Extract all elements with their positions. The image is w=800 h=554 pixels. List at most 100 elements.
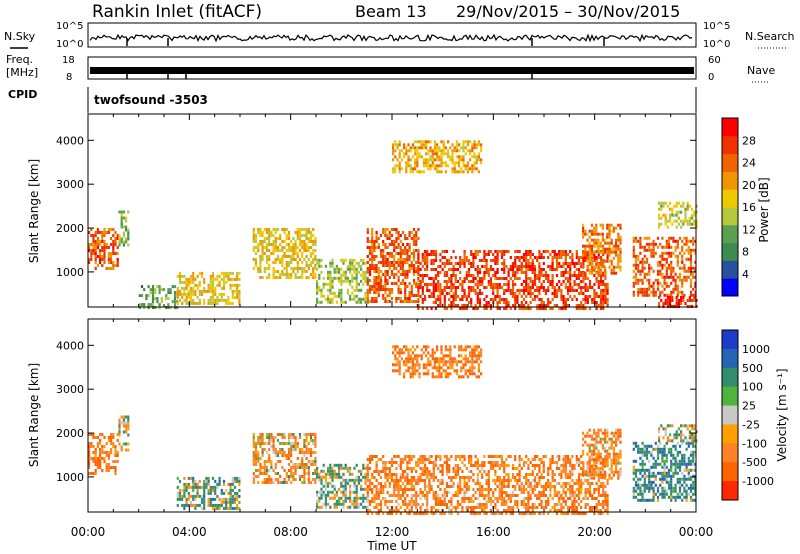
heatmap-cell [658,207,661,211]
heatmap-cell [562,301,565,304]
heatmap-cell [342,502,345,506]
heatmap-cell [305,246,308,249]
heatmap-cell [480,143,483,147]
heatmap-cell [617,265,620,269]
heatmap-cell [445,506,449,509]
heatmap-cell [522,259,526,262]
heatmap-cell [314,267,317,270]
heatmap-cell [211,295,215,299]
heatmap-cell [112,228,115,231]
heatmap-cell [187,497,190,501]
heatmap-cell [270,436,273,439]
heatmap-cell [393,261,396,264]
heatmap-cell [395,246,398,249]
heatmap-cell [99,258,102,261]
heatmap-cell [494,479,497,482]
heatmap-cell [656,236,660,240]
heatmap-cell [410,503,413,506]
heatmap-cell [558,280,561,283]
heatmap-cell [397,464,400,467]
heatmap-cell [415,464,418,467]
heatmap-cell [236,506,239,510]
heatmap-cell [426,458,429,461]
heatmap-cell [452,295,455,298]
heatmap-cell [428,295,431,298]
heatmap-cell [522,292,526,295]
heatmap-cell [507,250,510,253]
heatmap-cell [407,164,410,168]
heatmap-cell [281,451,284,454]
heatmap-cell [478,250,482,253]
heatmap-cell [259,442,262,445]
heatmap-cell [296,445,299,448]
heatmap-cell [509,256,512,259]
heatmap-cell [459,298,462,301]
heatmap-cell [415,494,418,497]
heatmap-cell [417,265,420,268]
heatmap-cell [298,267,302,270]
heatmap-cell [90,445,93,448]
heatmap-cell [357,270,360,274]
heatmap-cell [364,481,367,485]
heatmap-cell [531,262,534,265]
heatmap-cell [294,267,297,270]
heatmap-cell [401,470,405,473]
heatmap-cell [118,210,121,214]
heatmap-cell [463,292,466,295]
heatmap-cell [105,469,108,472]
heatmap-cell [525,479,528,482]
heatmap-cell [666,302,669,305]
heatmap-cell [395,476,398,479]
heatmap-cell [407,155,410,159]
heatmap-cell [489,464,493,467]
heatmap-cell [641,266,644,270]
heatmap-cell [516,482,519,485]
velocity-heatmap-data [88,345,698,515]
heatmap-cell [439,488,442,491]
heatmap-cell [401,461,405,464]
heatmap-cell [586,259,589,263]
heatmap-cell [96,246,99,249]
heatmap-cell [472,512,475,515]
heatmap-cell [676,242,679,246]
heatmap-cell [388,470,391,473]
heatmap-cell [604,298,607,301]
heatmap-cell [593,229,596,233]
heatmap-cell [254,451,258,454]
heatmap-cell [669,201,672,205]
heatmap-cell [346,505,349,509]
heatmap-cell [340,300,343,304]
heatmap-cell [562,470,565,473]
heatmap-cell [384,461,387,464]
heatmap-cell [296,234,299,237]
heatmap-cell [549,488,552,491]
heatmap-cell [329,496,332,500]
heatmap-cell [681,284,684,288]
heatmap-cell [689,278,693,282]
heatmap-cell [312,258,315,261]
heatmap-cell [388,267,391,270]
heatmap-cell [494,271,497,274]
heatmap-cell [419,497,422,500]
heatmap-cell [582,265,585,269]
heatmap-cell [307,475,310,478]
heatmap-cell [281,442,284,445]
heatmap-cell [474,464,477,467]
heatmap-cell [122,421,125,425]
heatmap-cell [498,301,501,304]
heatmap-cell [421,307,424,310]
heatmap-cell [101,231,104,234]
heatmap-cell [272,252,275,255]
heatmap-cell [392,143,395,147]
heatmap-cell [525,253,528,256]
heatmap-cell [511,280,515,283]
heatmap-cell [107,436,110,439]
heatmap-cell [599,292,603,295]
heatmap-cell [507,304,510,307]
heatmap-cell [448,464,451,467]
heatmap-cell [178,488,182,492]
heatmap-cell [439,497,442,500]
heatmap-cell [462,146,465,150]
heatmap-cell [120,222,123,226]
heatmap-cell [669,299,672,302]
